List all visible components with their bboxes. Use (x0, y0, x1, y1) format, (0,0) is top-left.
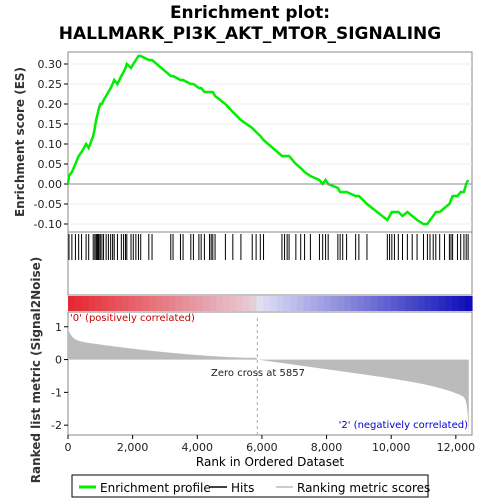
es-ytick-label: -0.05 (34, 198, 62, 211)
heat-bar-segment (296, 296, 305, 311)
es-ytick-label: 0.05 (38, 158, 63, 171)
x-tick-label: 10,000 (372, 441, 411, 454)
x-tick-label: 8,000 (311, 441, 343, 454)
x-tick-label: 4,000 (182, 441, 214, 454)
heat-bar-segment (81, 296, 89, 311)
heat-bar-segment (243, 296, 251, 311)
x-tick-label: 6,000 (246, 441, 278, 454)
heat-bar-segment (135, 296, 143, 311)
metric-axis-label: Ranked list metric (Signal2Noise) (29, 257, 43, 484)
heat-bar-segment (418, 296, 426, 311)
heat-bar-segment (397, 296, 406, 311)
heat-bar-segment (377, 296, 386, 311)
heat-bar-segment (169, 296, 177, 311)
heat-bar-segment (283, 296, 291, 311)
heat-bar-segment (121, 296, 130, 311)
heat-bar-segment (276, 296, 285, 311)
metric-ytick-label: 1 (55, 321, 62, 334)
heat-bar-segment (411, 296, 419, 311)
heat-bar-segment (68, 296, 76, 311)
es-axis-label: Enrichment score (ES) (13, 67, 27, 217)
metric-ytick-label: -1 (51, 386, 62, 399)
heat-bar-segment (236, 296, 244, 311)
heat-bar-segment (115, 296, 123, 311)
metric-ytick-label: 0 (55, 354, 62, 367)
heat-bar-segment (155, 296, 163, 311)
heat-bar-segment (229, 296, 237, 311)
heat-bar-segment (74, 296, 83, 311)
zero-cross-annotation: Zero cross at 5857 (211, 368, 305, 379)
heat-bar-segment (344, 296, 352, 311)
heat-bar-segment (216, 296, 224, 311)
heat-bar-segment (364, 296, 372, 311)
heat-bar-segment (465, 296, 473, 311)
negative-correlation-label: '2' (negatively correlated) (339, 420, 468, 431)
heat-bar-segment (94, 296, 103, 311)
heat-bar-segment (263, 296, 271, 311)
heat-bar-segment (317, 296, 325, 311)
heat-bar-segment (290, 296, 298, 311)
legend-enrichment-profile: Enrichment profile (100, 481, 211, 495)
positive-correlation-label: '0' (positively correlated) (70, 313, 195, 324)
metric-ytick-label: -2 (51, 419, 62, 432)
heat-bar-segment (270, 296, 278, 311)
chart-title-line2: HALLMARK_PI3K_AKT_MTOR_SIGNALING (59, 24, 441, 44)
heat-bar-segment (438, 296, 446, 311)
heat-bar-segment (101, 296, 109, 311)
heat-bar-segment (445, 296, 453, 311)
heat-bar-segment (323, 296, 332, 311)
hits-panel (67, 231, 473, 296)
heat-bar-segment (371, 296, 379, 311)
x-tick-label: 0 (65, 441, 72, 454)
heat-bar-segment (404, 296, 412, 311)
heat-bar-segment (391, 296, 399, 311)
heat-bar-segment (222, 296, 231, 311)
es-ytick-label: 0.00 (38, 178, 63, 191)
heat-bar-segment (350, 296, 359, 311)
heat-bar-segment (189, 296, 197, 311)
heat-bar-segment (303, 296, 311, 311)
heat-bar-segment (384, 296, 392, 311)
x-axis-label: Rank in Ordered Dataset (196, 455, 344, 469)
heat-bar-segment (458, 296, 466, 311)
es-ytick-label: 0.30 (38, 58, 63, 71)
x-tick-label: 12,000 (437, 441, 476, 454)
heat-bar-segment (88, 296, 96, 311)
es-ytick-label: -0.10 (34, 218, 62, 231)
es-panel (67, 51, 473, 233)
heat-bar-segment (182, 296, 190, 311)
es-ytick-label: 0.25 (38, 78, 63, 91)
legend-hits: Hits (231, 481, 254, 495)
heat-bar-segment (148, 296, 157, 311)
heat-bar-segment (142, 296, 150, 311)
heat-bar-segment (202, 296, 210, 311)
x-tick-label: 2,000 (117, 441, 149, 454)
heat-bar-segment (162, 296, 170, 311)
heat-bar-segment (310, 296, 318, 311)
enrichment-profile-line (66, 54, 470, 226)
legend-ranking-metric: Ranking metric scores (297, 481, 430, 495)
ranking-metric-area (68, 328, 469, 435)
es-ytick-label: 0.20 (38, 98, 63, 111)
heat-bar-segment (330, 296, 338, 311)
heat-bar-segment (431, 296, 439, 311)
es-ytick-label: 0.10 (38, 138, 63, 151)
es-ytick-label: 0.15 (38, 118, 63, 131)
heat-bar-segment (195, 296, 204, 311)
chart-title-line1: Enrichment plot: (170, 3, 330, 23)
heat-bar-segment (128, 296, 136, 311)
heat-bar-segment (451, 296, 460, 311)
legend: Enrichment profile Hits Ranking metric s… (71, 474, 430, 498)
heat-bar-segment (209, 296, 217, 311)
heat-bar-segment (175, 296, 184, 311)
heat-bar-segment (256, 296, 264, 311)
heat-bar-segment (357, 296, 365, 311)
heat-bar-segment (249, 296, 258, 311)
heat-bar-segment (424, 296, 433, 311)
heat-bar-segment (108, 296, 116, 311)
heat-bar-segment (337, 296, 345, 311)
